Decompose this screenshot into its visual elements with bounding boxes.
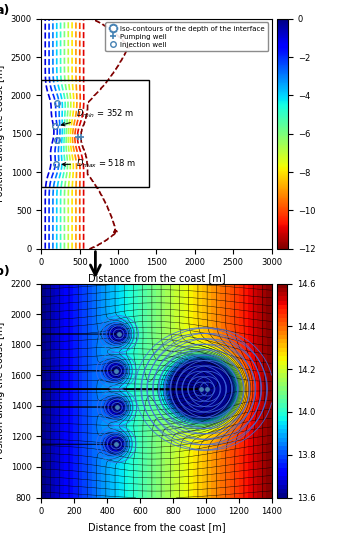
Y-axis label: Position along the coast [m]: Position along the coast [m] — [0, 65, 5, 202]
Text: a): a) — [0, 4, 10, 17]
X-axis label: Distance from the coast [m]: Distance from the coast [m] — [88, 522, 225, 532]
X-axis label: Distance from the coast [m]: Distance from the coast [m] — [88, 273, 225, 283]
Text: b): b) — [0, 265, 10, 278]
Legend: Iso-contours of the depth of the interface, Pumping well, Injection well: Iso-contours of the depth of the interfa… — [105, 22, 268, 51]
Text: $D_{max}$ = 518 m: $D_{max}$ = 518 m — [62, 158, 136, 170]
Text: $D_{min}$ = 352 m: $D_{min}$ = 352 m — [62, 107, 134, 126]
Bar — [41, 80, 149, 187]
Y-axis label: Position along the coast [m]: Position along the coast [m] — [0, 322, 5, 459]
